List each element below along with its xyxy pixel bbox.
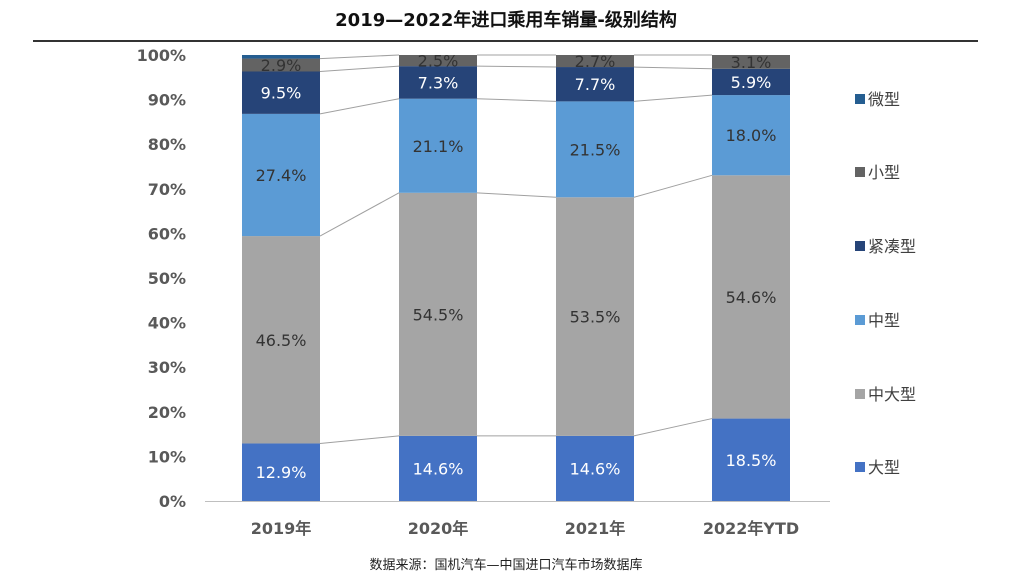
y-tick-label: 70% xyxy=(148,180,186,199)
connector-line xyxy=(319,98,400,115)
bar-segment xyxy=(556,435,634,501)
data-label: 54.6% xyxy=(726,288,777,307)
y-tick-label: 40% xyxy=(148,314,186,333)
bar-segment xyxy=(399,55,477,67)
y-axis: 0% 10% 20% 30% 40% 50% 60% 70% 80% 90% 100% xyxy=(137,46,186,511)
data-label: 2.5% xyxy=(418,52,459,71)
data-labels: 12.9% 14.6% 14.6% 18.5% 46.5% 54.5% 53.5% 54.6%… xyxy=(256,52,777,483)
data-label: 5.9% xyxy=(731,73,772,92)
bar-segment xyxy=(399,98,477,193)
legend-label: 中型 xyxy=(868,311,900,330)
connector-line xyxy=(319,192,400,237)
connector-line xyxy=(476,98,557,102)
y-tick-label: 80% xyxy=(148,135,186,154)
connector-line xyxy=(633,174,713,198)
legend-swatch xyxy=(855,241,865,251)
data-label: 2.9% xyxy=(261,56,302,75)
connector-line xyxy=(319,54,400,60)
connector-line xyxy=(319,435,400,444)
data-label: 14.6% xyxy=(413,459,464,478)
data-label: 53.5% xyxy=(570,308,621,327)
connector-line xyxy=(476,65,557,68)
bars-group xyxy=(242,55,790,501)
bar-segment xyxy=(242,71,320,114)
bar-segment xyxy=(712,68,790,96)
bar-segment xyxy=(712,418,790,501)
data-label: 3.1% xyxy=(731,53,772,72)
data-label: 27.4% xyxy=(256,166,307,185)
data-label: 14.6% xyxy=(570,459,621,478)
bar-segment xyxy=(399,192,477,436)
bar-segment xyxy=(399,66,477,99)
x-tick-label: 2021年 xyxy=(565,519,626,538)
bar-segment xyxy=(242,55,320,59)
legend-label: 大型 xyxy=(868,458,900,477)
chart-title: 2019—2022年进口乘用车销量-级别结构 xyxy=(335,10,677,31)
y-tick-label: 90% xyxy=(148,91,186,110)
bar-segment xyxy=(712,55,790,69)
x-tick-label: 2020年 xyxy=(408,519,469,538)
bar-segment xyxy=(242,58,320,72)
y-tick-label: 10% xyxy=(148,447,186,466)
connector-line xyxy=(633,66,713,70)
data-label: 12.9% xyxy=(256,463,307,482)
legend-label: 中大型 xyxy=(868,385,916,404)
bar-segment xyxy=(242,236,320,444)
connector-line xyxy=(476,192,557,198)
data-label: 9.5% xyxy=(261,84,302,103)
bar-segment xyxy=(556,67,634,102)
x-tick-label: 2019年 xyxy=(251,519,312,538)
title-divider xyxy=(33,40,978,42)
data-label: 21.1% xyxy=(413,137,464,156)
legend-swatch xyxy=(855,94,865,104)
bar-segment xyxy=(712,175,790,419)
bar-segment xyxy=(242,113,320,237)
y-tick-label: 50% xyxy=(148,269,186,288)
bar-segment xyxy=(556,55,634,68)
source-note: 数据来源：国机汽车—中国进口汽车市场数据库 xyxy=(369,558,643,573)
y-tick-label: 60% xyxy=(148,224,186,243)
y-tick-label: 30% xyxy=(148,358,186,377)
connector-line xyxy=(319,65,400,73)
legend-label: 微型 xyxy=(868,90,900,109)
series-connector-lines xyxy=(319,54,713,444)
legend-swatch xyxy=(855,167,865,177)
y-tick-label: 100% xyxy=(137,46,186,65)
bar-segment xyxy=(242,443,320,501)
legend-swatch xyxy=(855,315,865,325)
data-label: 2.7% xyxy=(575,52,616,71)
x-tick-label: 2022年YTD xyxy=(703,519,799,538)
bar-segment xyxy=(399,435,477,501)
data-label: 54.5% xyxy=(413,305,464,324)
legend-swatch xyxy=(855,389,865,399)
data-label: 7.3% xyxy=(418,73,459,92)
data-label: 46.5% xyxy=(256,331,307,350)
x-axis: 2019年 2020年 2021年 2022年YTD xyxy=(205,501,830,538)
y-tick-label: 20% xyxy=(148,403,186,422)
connector-line xyxy=(633,94,713,102)
bar-segment xyxy=(712,95,790,176)
legend-label: 紧凑型 xyxy=(868,237,916,256)
data-label: 18.0% xyxy=(726,126,777,145)
legend-label: 小型 xyxy=(868,163,900,182)
y-tick-label: 0% xyxy=(159,492,186,511)
data-label: 21.5% xyxy=(570,140,621,159)
bar-segment xyxy=(556,101,634,198)
connector-line xyxy=(633,418,713,437)
legend-swatch xyxy=(855,462,865,472)
data-label: 7.7% xyxy=(575,75,616,94)
data-label: 18.5% xyxy=(726,451,777,470)
bar-segment xyxy=(556,197,634,436)
